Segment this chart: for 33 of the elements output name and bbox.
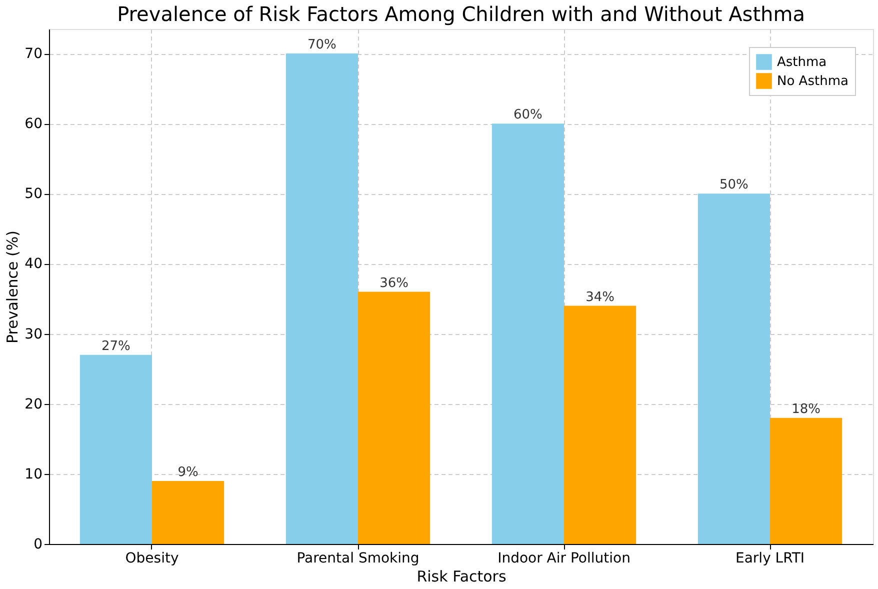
bar: [286, 54, 358, 544]
bar: [492, 124, 564, 544]
y-tick-label: 40: [24, 256, 42, 272]
data-label: 9%: [178, 464, 198, 480]
legend-label: No Asthma: [777, 74, 848, 89]
data-label: 34%: [586, 290, 615, 305]
bar: [80, 354, 152, 544]
bar: [152, 480, 224, 544]
y-tick-label: 60: [24, 116, 42, 132]
legend-label: Asthma: [777, 55, 827, 70]
bar: [358, 292, 430, 544]
bar: [698, 194, 770, 544]
data-label: 18%: [792, 402, 821, 417]
y-tick-label: 20: [24, 396, 42, 412]
bar: [770, 418, 842, 544]
y-tick-label: 0: [34, 536, 42, 552]
data-label: 70%: [307, 38, 336, 53]
x-tick-label: Obesity: [125, 550, 179, 566]
y-tick-label: 30: [24, 326, 42, 342]
data-label: 60%: [513, 108, 542, 123]
x-tick-label: Early LRTI: [736, 550, 804, 566]
data-label: 27%: [101, 338, 130, 354]
y-axis-title: Prevalence (%): [4, 230, 22, 344]
x-tick-label: Indoor Air Pollution: [498, 550, 630, 566]
y-tick-label: 70: [24, 46, 42, 62]
data-label: 50%: [719, 178, 748, 193]
y-tick-label: 50: [24, 186, 42, 202]
bar: [564, 306, 636, 544]
y-tick-label: 10: [24, 466, 42, 482]
chart-title: Prevalence of Risk Factors Among Children with and Without Asthma: [117, 2, 805, 26]
x-axis-title: Risk Factors: [416, 568, 506, 586]
data-label: 36%: [380, 276, 409, 291]
x-tick-label: Parental Smoking: [296, 550, 420, 566]
